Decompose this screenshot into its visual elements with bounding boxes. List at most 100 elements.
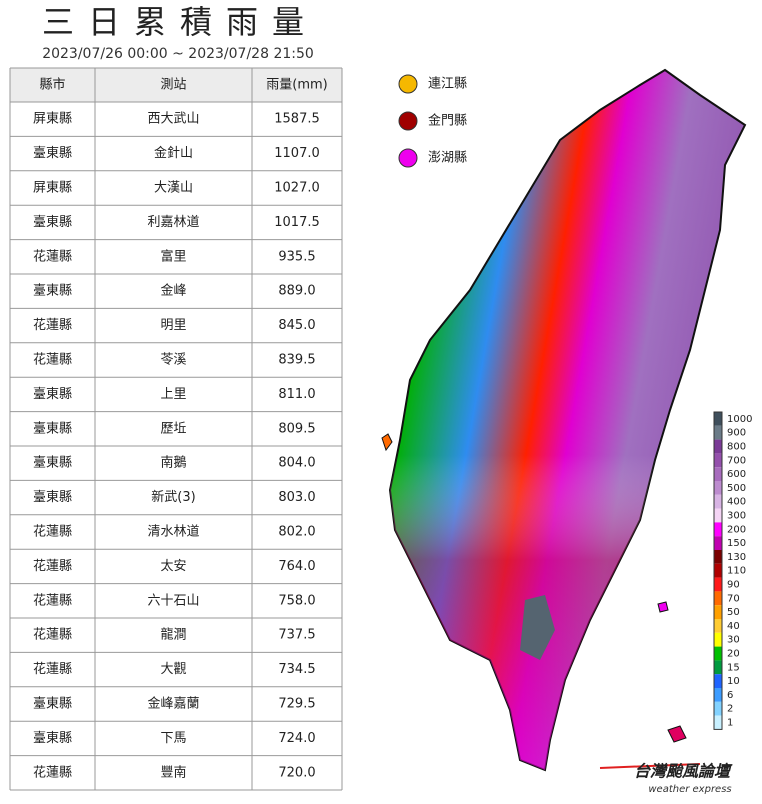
scale-label: 110 (727, 566, 746, 577)
island-swatch (398, 148, 418, 168)
scale-swatch (714, 412, 722, 426)
cell: 935.5 (278, 249, 315, 264)
cell: 764.0 (278, 559, 315, 574)
scale-frame (713, 411, 723, 730)
cell: 花蓮縣 (33, 558, 72, 574)
scale-swatch (714, 481, 722, 495)
cell: 臺東縣 (33, 145, 72, 161)
peak-area (520, 595, 555, 660)
scale-label: 130 (727, 552, 746, 563)
cell: 新武(3) (151, 489, 195, 505)
scale-label: 500 (727, 483, 746, 494)
cell: 歷坵 (160, 421, 186, 436)
cell: 889.0 (278, 284, 315, 299)
cell: 屏東縣 (33, 111, 72, 127)
cell: 1027.0 (274, 181, 320, 196)
island-swatch (398, 111, 418, 131)
map (381, 68, 747, 772)
scale-swatch (714, 467, 722, 481)
cell: 臺東縣 (33, 386, 72, 402)
green-island (657, 601, 669, 613)
scale-label: 800 (727, 442, 746, 453)
cell: 臺東縣 (33, 489, 72, 505)
cell: 下馬 (160, 731, 186, 746)
scale-swatch (714, 425, 722, 440)
cell: 臺東縣 (33, 455, 72, 471)
scale-label: 20 (727, 649, 740, 660)
scale-swatch (714, 439, 722, 454)
subtitle: 2023/07/26 00:00 ~ 2023/07/28 21:50 (42, 46, 314, 62)
cell: 花蓮縣 (33, 524, 72, 540)
scale-label: 1 (727, 718, 733, 729)
cell: 臺東縣 (33, 283, 72, 299)
column-header: 測站 (160, 78, 186, 93)
scale-swatch (714, 715, 722, 730)
cell: 花蓮縣 (33, 592, 72, 608)
logo-name: 台灣颱風論壇 (634, 762, 733, 781)
orchid-island (667, 725, 687, 743)
scale-label: 1000 (727, 414, 752, 425)
scale-label: 900 (727, 428, 746, 439)
cell: 豐南 (160, 764, 186, 780)
cell: 苓溪 (160, 353, 186, 368)
scale-label: 30 (727, 635, 740, 646)
cell: 金峰 (160, 283, 186, 299)
scale-swatch (714, 494, 722, 509)
cell: 金針山 (154, 145, 193, 161)
scale-swatch (714, 701, 722, 716)
cell: 南鵝 (160, 455, 186, 471)
cell: 臺東縣 (33, 730, 72, 746)
column-header: 縣市 (39, 77, 65, 93)
cell: 809.5 (278, 421, 315, 436)
scale-swatch (714, 536, 722, 550)
cell: 720.0 (278, 765, 315, 780)
cell: 花蓮縣 (33, 627, 72, 643)
cell: 臺東縣 (33, 696, 72, 712)
scale-label: 6 (727, 690, 733, 701)
scale-swatch (714, 605, 722, 619)
island-label: 澎湖縣 (428, 151, 467, 166)
scale-swatch (714, 453, 722, 468)
title: 三日累積雨量 (42, 3, 318, 41)
cell: 明里 (160, 318, 186, 333)
island-label: 連江縣 (428, 77, 467, 92)
scale-swatch (714, 688, 722, 702)
cell: 大觀 (160, 662, 186, 677)
cell: 804.0 (278, 456, 315, 471)
cell: 734.5 (278, 662, 315, 677)
scale-swatch (714, 660, 722, 675)
cell: 六十石山 (147, 593, 199, 608)
penghu (381, 433, 393, 452)
cell: 1107.0 (274, 146, 320, 161)
cell: 利嘉林道 (147, 215, 199, 230)
cell: 811.0 (278, 387, 315, 402)
scale-swatch (714, 577, 722, 592)
cell: 花蓮縣 (33, 764, 72, 780)
scale-swatch (714, 522, 722, 537)
scale-swatch (714, 508, 722, 523)
scale-label: 600 (727, 469, 746, 480)
cell: 臺東縣 (33, 214, 72, 230)
cell: 花蓮縣 (33, 352, 72, 368)
scale-swatch (714, 674, 722, 688)
cell: 龍澗 (160, 627, 186, 643)
cell: 金峰嘉蘭 (147, 696, 199, 712)
scale-label: 400 (727, 497, 746, 508)
cell: 西大武山 (147, 112, 199, 127)
cell: 臺東縣 (33, 420, 72, 436)
cell: 上里 (160, 387, 186, 402)
cell: 729.5 (278, 697, 315, 712)
color-scale: 1000900800700600500400300200150130110907… (713, 411, 752, 730)
scale-label: 70 (727, 593, 740, 604)
scale-label: 40 (727, 621, 740, 632)
scale-label: 300 (727, 511, 746, 522)
scale-swatch (714, 563, 722, 578)
scale-swatch (714, 591, 722, 606)
scale-label: 50 (727, 607, 740, 618)
cell: 758.0 (278, 593, 315, 608)
scale-label: 150 (727, 538, 746, 549)
cell: 富里 (160, 248, 186, 264)
